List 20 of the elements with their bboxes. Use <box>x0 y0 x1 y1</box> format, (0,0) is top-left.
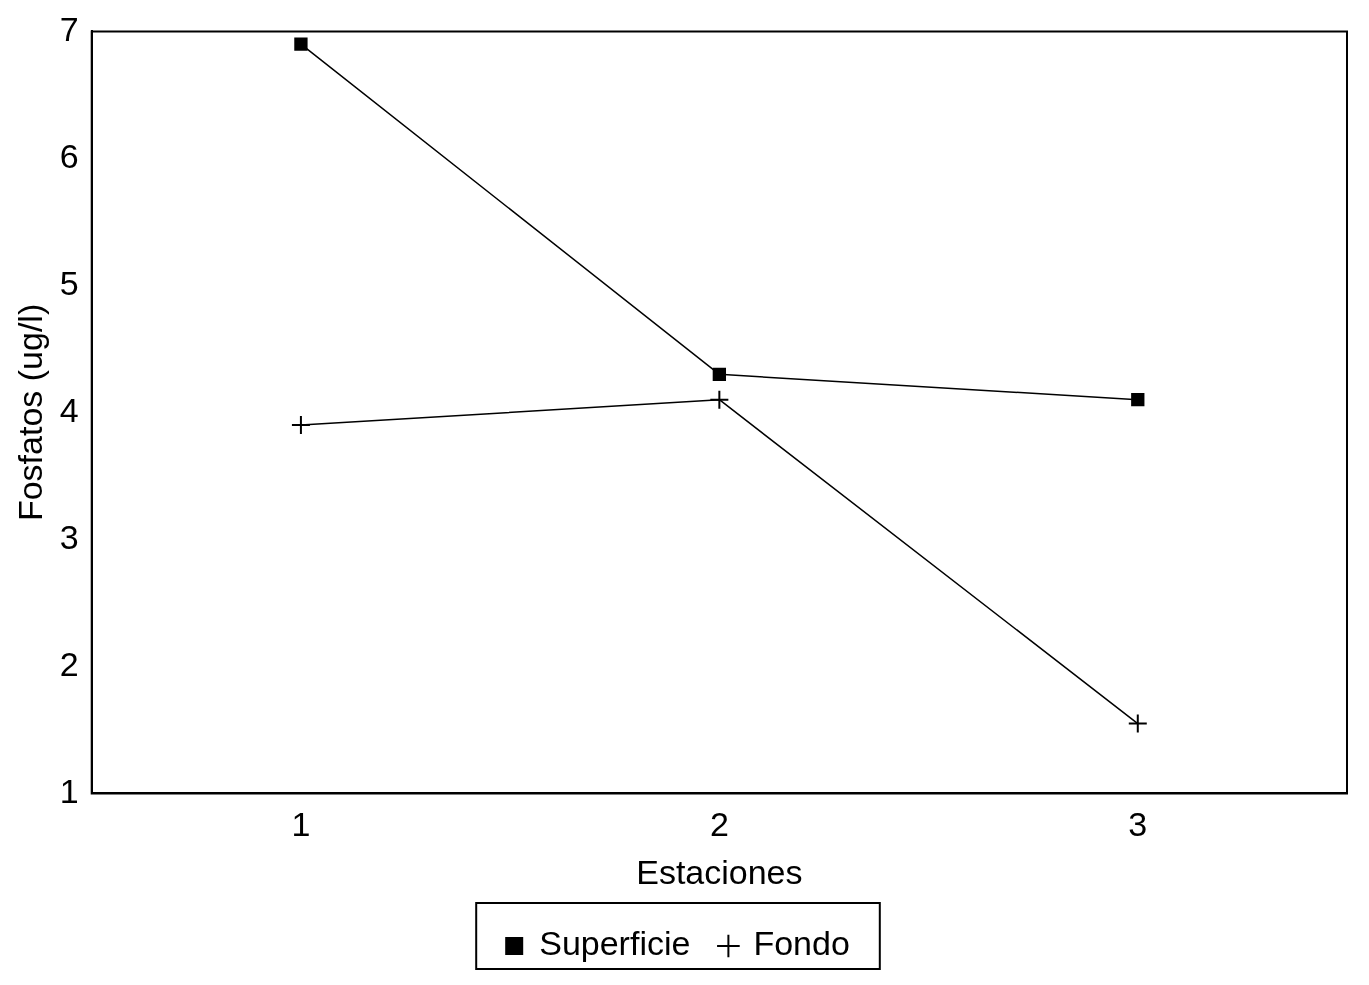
legend-label: Fondo <box>753 924 850 963</box>
y-tick-label: 1 <box>59 771 79 810</box>
y-tick-label: 4 <box>59 390 79 429</box>
x-tick-label: 2 <box>709 805 729 844</box>
y-tick-label: 5 <box>59 263 79 302</box>
y-tick-label: 7 <box>59 9 79 48</box>
y-axis-title: Fosfatos (ug/l) <box>10 303 49 522</box>
y-tick-label: 3 <box>59 517 79 556</box>
point <box>294 37 308 51</box>
y-tick-label: 6 <box>59 136 79 175</box>
point <box>1127 713 1148 734</box>
y-tick-label: 2 <box>59 644 79 683</box>
x-tick-label: 1 <box>291 805 311 844</box>
point <box>712 367 727 381</box>
point <box>709 389 730 410</box>
x-tick-label: 3 <box>1128 805 1148 844</box>
point <box>1131 393 1145 407</box>
point <box>290 415 311 436</box>
legend-label: Superficie <box>539 924 691 963</box>
x-axis-title: Estaciones <box>636 852 803 891</box>
